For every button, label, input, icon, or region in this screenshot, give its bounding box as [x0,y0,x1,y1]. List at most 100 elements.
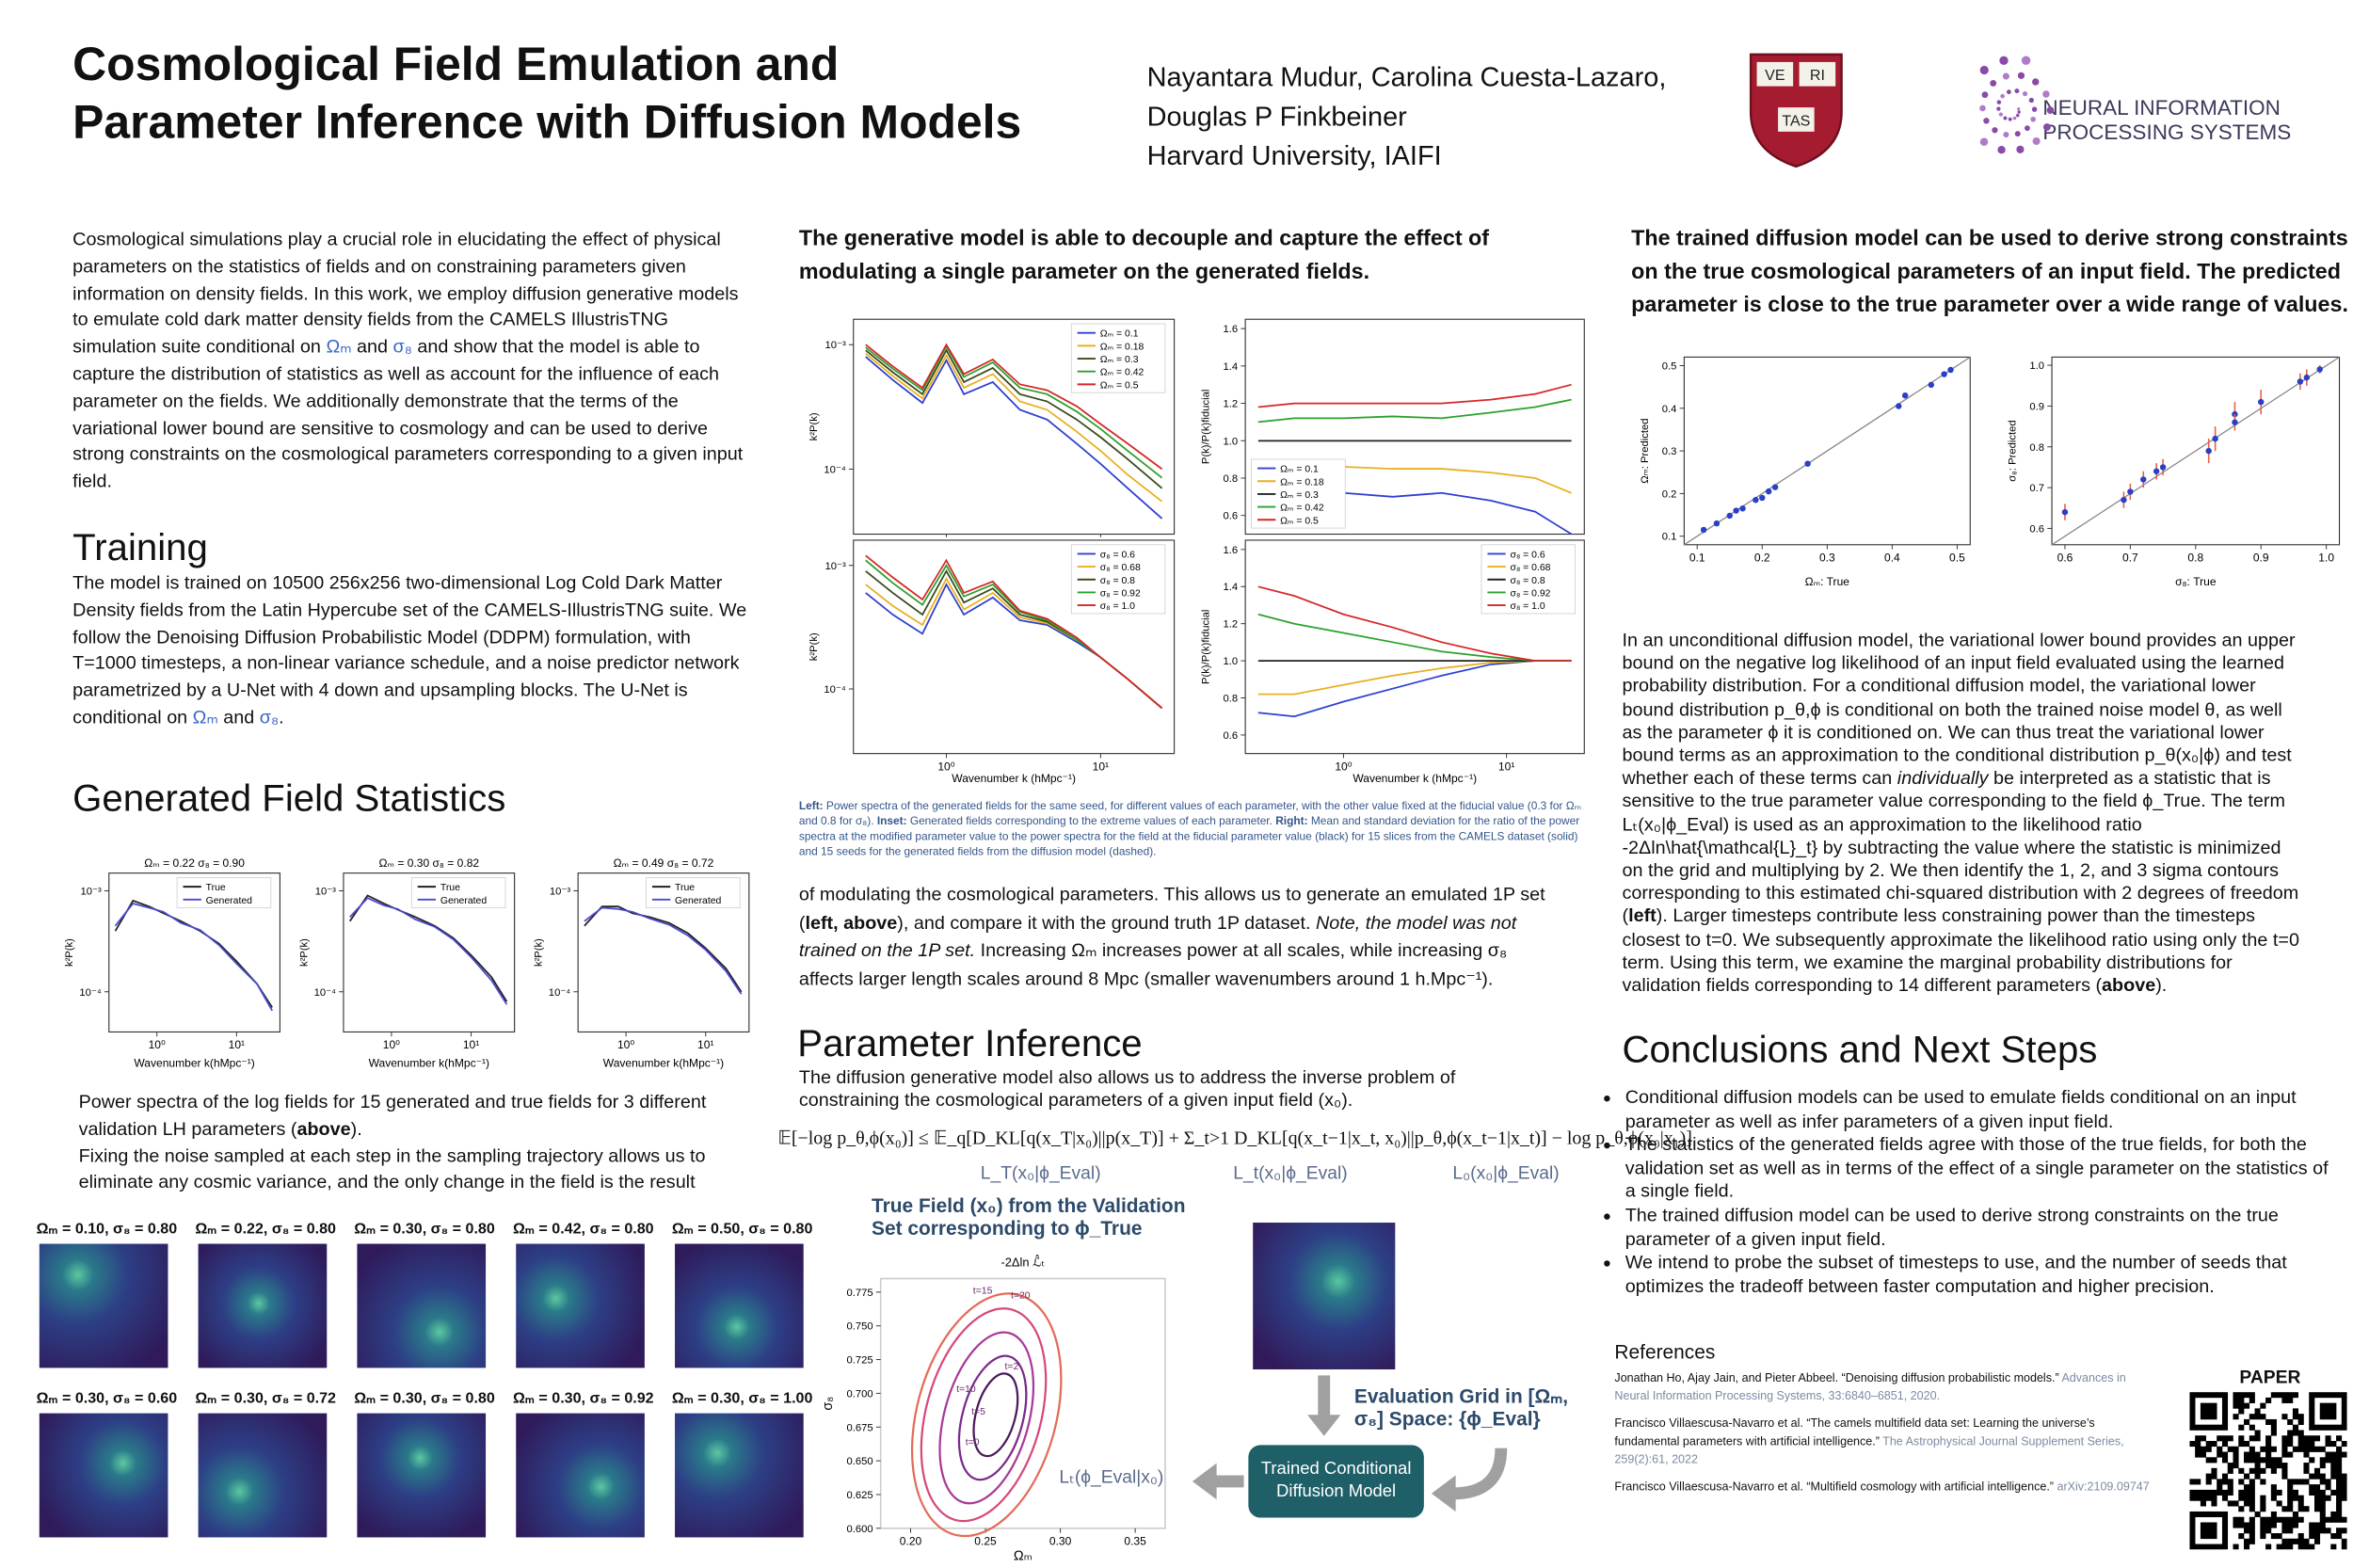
qr-module [2205,1495,2212,1501]
point [2127,488,2134,495]
x-tick-label: 0.5 [1949,551,1965,564]
qr-module [2297,1418,2304,1426]
conclusion-item: Conditional diffusion models can be used… [1625,1086,2337,1133]
qr-module [2249,1467,2255,1474]
qr-module [2276,1533,2282,1540]
qr-module [2200,1511,2206,1518]
qr-module [2313,1467,2321,1474]
qr-module [2292,1392,2299,1399]
logo-dot [2042,90,2050,98]
y-tick-label: 10⁻³ [315,887,336,898]
qr-module [2325,1451,2331,1458]
qr-module [2313,1392,2321,1399]
qr-module [2270,1484,2277,1491]
qr-module [2205,1392,2212,1399]
constraints-text: In an unconditional diffusion model, the… [1622,630,2299,998]
qr-module [2260,1446,2266,1452]
qr-module [2309,1544,2315,1550]
qr-module [2195,1489,2201,1496]
logo-dot [2032,136,2041,146]
y-tick-label: 10⁻³ [550,887,570,898]
legend-label: Ωₘ = 0.1 [1100,329,1139,340]
text-run: Note, the model was not trained on the 1… [798,911,1517,962]
qr-module [2189,1479,2196,1485]
qr-module [2233,1451,2239,1458]
qr-module [2313,1473,2321,1480]
qr-module [2238,1522,2245,1528]
field-label: Ωₘ = 0.30, σ₈ = 0.60 [36,1390,178,1408]
qr-module [2221,1392,2229,1399]
point [2297,378,2304,385]
qr-module [2211,1467,2217,1474]
qr-module [2287,1484,2294,1491]
qr-module [2281,1463,2288,1469]
qr-module [2249,1457,2255,1464]
point [1896,403,1902,409]
field-label: Ωₘ = 0.10, σ₈ = 0.80 [36,1221,178,1239]
text-run: Power spectra of the log fields for 15 g… [78,1091,707,1140]
logo-dot [2003,131,2009,138]
arrow-head [1192,1463,1217,1500]
qr-module [2309,1414,2315,1420]
qr-module [2244,1418,2250,1426]
legend-label: True [675,883,695,893]
qr-module [2287,1522,2294,1528]
legend-label: Ωₘ = 0.5 [1100,380,1139,391]
qr-module [2303,1463,2310,1469]
qr-module [2341,1397,2347,1403]
authors: Nayantara Mudur, Carolina Cuesta-Lazaro,… [1147,57,1667,175]
series-line [1257,613,1572,662]
logo-dot [1996,100,2002,104]
lead-text: The trained diffusion model can be used … [1631,227,2348,318]
qr-module [2260,1533,2266,1540]
qr-module [2313,1528,2321,1534]
qr-module [2265,1528,2272,1534]
qr-module [2249,1506,2255,1512]
power-spectrum-chart: Ωₘ = 0.22 σ₈ = 0.90 10⁰ 10¹ 10⁻³ 10⁻⁴ Wavenum… [64,856,280,1069]
text-run: ). Larger timesteps contribute less cons… [1622,905,2299,996]
qr-module [2189,1392,2196,1399]
y-tick-label: 0.3 [1662,446,1677,457]
qr-module [2330,1408,2337,1415]
qr-module [2244,1484,2250,1491]
qr-module [2200,1500,2206,1507]
qr-module [2270,1424,2277,1431]
qr-module [2249,1414,2255,1420]
qr-module [2341,1418,2347,1426]
qr-module [2319,1489,2326,1496]
qr-module [2211,1533,2217,1540]
qr-module [2221,1402,2229,1409]
qr-code[interactable] [2189,1392,2347,1550]
qr-module [2244,1402,2250,1409]
qr-module [2221,1528,2229,1534]
qr-module [2336,1484,2343,1491]
qr-module [2211,1414,2217,1420]
text-run: Inset: [876,813,907,828]
term-label: L₀(x₀|ϕ_Eval) [1452,1161,1560,1184]
qr-module [2313,1506,2321,1512]
y-tick-label: 0.725 [846,1355,872,1367]
y-tick-label: 10⁻⁴ [824,684,845,696]
qr-module [2227,1489,2233,1496]
contour-chart: -2Δln ℒ̂ₜ 0.20 0.25 0.30 0.35 0.600 0.625 0.650… [821,1255,1166,1564]
qr-module [2260,1522,2266,1528]
logo-dot [2017,72,2025,79]
y-axis-label: σ₈ [821,1397,836,1411]
qr-module [2189,1414,2196,1420]
qr-module [2330,1511,2337,1518]
point [2316,366,2323,373]
qr-module [2297,1500,2304,1507]
y-tick-label: 1.6 [1223,324,1238,335]
section-heading: Generated Field Statistics [72,777,506,821]
y-tick-label: 0.5 [1662,361,1677,373]
y-tick-label: 0.6 [2029,523,2044,535]
qr-module [2281,1516,2288,1523]
qr-module [2297,1414,2304,1420]
qr-module [2221,1408,2229,1415]
qr-module [2330,1414,2337,1420]
model-box: Trained Conditional Diffusion Model [1248,1445,1424,1518]
y-tick-label: 0.650 [846,1456,872,1467]
qr-module [2233,1414,2239,1420]
series-line [865,344,1163,479]
qr-module [2260,1528,2266,1534]
